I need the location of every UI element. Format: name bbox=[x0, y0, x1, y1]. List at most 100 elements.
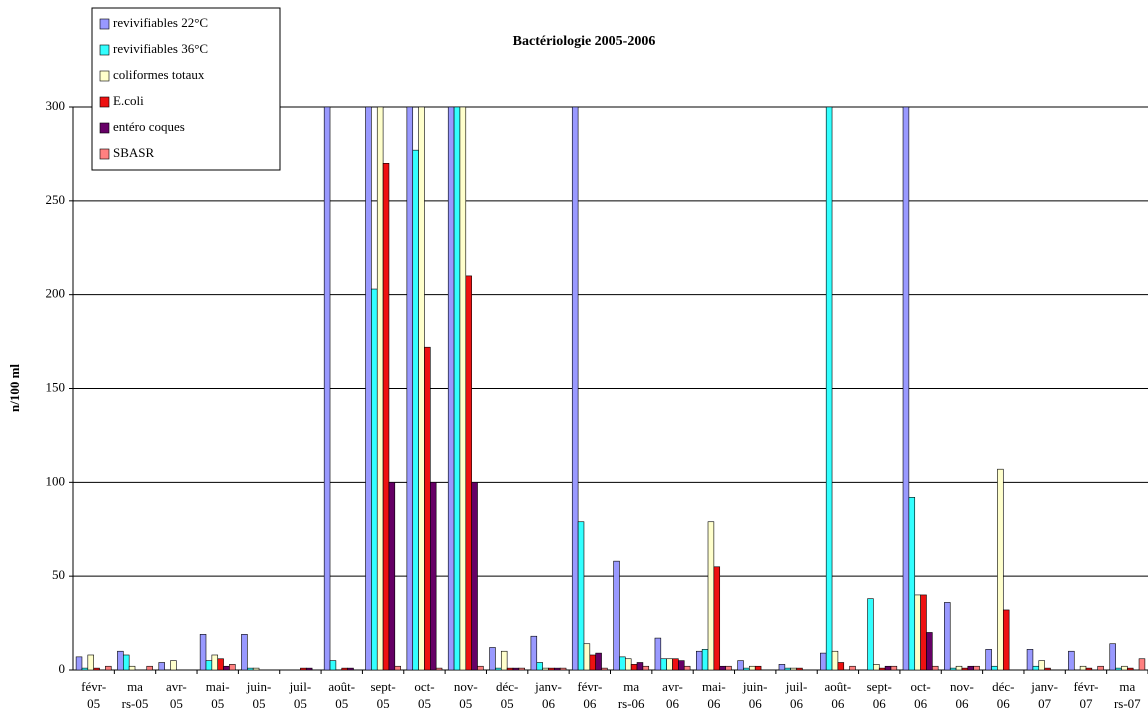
bar bbox=[926, 632, 933, 671]
legend-label: entéro coques bbox=[113, 119, 185, 134]
bar bbox=[719, 665, 726, 671]
bar bbox=[737, 660, 744, 671]
legend-label: revivifiables 22°C bbox=[113, 15, 208, 30]
bar bbox=[500, 650, 508, 671]
bar bbox=[376, 106, 384, 671]
bar bbox=[571, 106, 579, 671]
x-tick-label: sept-05 bbox=[370, 679, 395, 711]
x-tick-label: oct-06 bbox=[910, 679, 930, 711]
bar bbox=[542, 667, 549, 671]
x-tick-label: oct-05 bbox=[414, 679, 434, 711]
x-tick-label: févr-05 bbox=[81, 679, 106, 711]
bar bbox=[619, 656, 626, 671]
bar bbox=[146, 665, 153, 671]
bar bbox=[217, 658, 224, 671]
bar bbox=[536, 662, 543, 671]
bar bbox=[388, 482, 396, 671]
bar bbox=[884, 665, 892, 671]
y-tick-label: 250 bbox=[46, 192, 66, 207]
bar bbox=[890, 665, 898, 671]
x-tick-label: juin-06 bbox=[742, 679, 768, 711]
bar bbox=[678, 660, 685, 671]
bar bbox=[382, 163, 390, 671]
x-tick-label: juil-05 bbox=[289, 679, 312, 711]
bar bbox=[878, 667, 886, 671]
bar bbox=[158, 662, 165, 671]
bar bbox=[973, 665, 980, 671]
legend-label: E.coli bbox=[113, 93, 144, 108]
legend-swatch bbox=[99, 70, 110, 82]
bar bbox=[105, 665, 112, 671]
y-tick-label: 150 bbox=[46, 379, 66, 394]
bar bbox=[914, 594, 921, 671]
bar bbox=[749, 665, 756, 671]
x-tick-label: févr-06 bbox=[577, 679, 602, 711]
bar bbox=[1038, 660, 1045, 671]
bar bbox=[447, 106, 455, 671]
bar bbox=[1044, 667, 1051, 671]
bar bbox=[672, 658, 679, 671]
bar bbox=[1032, 665, 1040, 671]
bar bbox=[660, 658, 667, 671]
x-tick-label: janv-07 bbox=[1030, 679, 1058, 711]
bar bbox=[1121, 665, 1128, 671]
bar bbox=[394, 665, 401, 671]
bar bbox=[1079, 665, 1087, 671]
legend-label: coliformes totaux bbox=[113, 67, 205, 82]
bar bbox=[1127, 667, 1134, 671]
x-tick-label: janv-06 bbox=[534, 679, 562, 711]
y-tick-label: 50 bbox=[52, 567, 65, 582]
bar bbox=[1002, 609, 1010, 671]
bar bbox=[713, 566, 721, 671]
bar bbox=[1109, 643, 1116, 671]
bar bbox=[87, 654, 94, 671]
bar bbox=[406, 106, 414, 671]
bar bbox=[247, 667, 254, 671]
legend-box bbox=[91, 7, 281, 171]
bar bbox=[583, 643, 591, 671]
x-tick-label: mai-05 bbox=[206, 679, 230, 711]
bar bbox=[205, 660, 213, 671]
bar bbox=[365, 106, 372, 671]
bar bbox=[512, 667, 520, 671]
x-tick-label: ma rs-07 bbox=[1114, 679, 1141, 711]
bar bbox=[128, 665, 136, 671]
bar bbox=[93, 667, 100, 671]
bar bbox=[902, 106, 910, 671]
bar bbox=[170, 660, 177, 671]
bar bbox=[506, 667, 514, 671]
bar bbox=[1068, 650, 1075, 671]
bar bbox=[241, 634, 248, 671]
legend-swatch bbox=[99, 44, 110, 56]
legend-swatch bbox=[99, 122, 110, 134]
bar bbox=[595, 652, 602, 671]
x-tick-label: juin-05 bbox=[246, 679, 272, 711]
bar bbox=[961, 667, 969, 671]
y-tick-label: 200 bbox=[46, 286, 66, 301]
legend-swatch bbox=[99, 96, 110, 108]
bar bbox=[831, 650, 839, 671]
bar bbox=[849, 665, 856, 671]
bar bbox=[625, 658, 632, 671]
y-axis-label: n/100 ml bbox=[7, 364, 22, 412]
bar bbox=[955, 665, 963, 671]
bar bbox=[642, 665, 650, 671]
bar bbox=[117, 650, 124, 671]
x-tick-label: nov-06 bbox=[950, 679, 974, 711]
bar bbox=[199, 634, 207, 671]
bar bbox=[548, 667, 555, 671]
bar bbox=[997, 468, 1004, 671]
bar bbox=[477, 665, 484, 671]
x-tick-label: mai-06 bbox=[702, 679, 726, 711]
bar bbox=[429, 482, 437, 671]
bar bbox=[418, 106, 425, 671]
bar bbox=[601, 667, 608, 671]
bar bbox=[424, 346, 431, 671]
bar bbox=[489, 647, 496, 671]
bar bbox=[754, 665, 762, 671]
bar bbox=[223, 665, 230, 671]
bar bbox=[323, 106, 331, 671]
x-tick-label: déc-06 bbox=[992, 679, 1014, 711]
bar bbox=[701, 649, 709, 671]
bar bbox=[465, 275, 472, 671]
